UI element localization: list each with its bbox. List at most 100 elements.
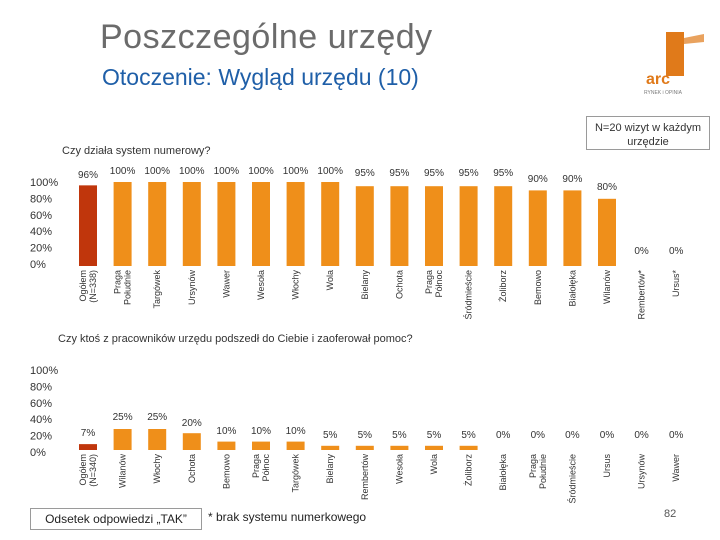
c1-category-label: Praga xyxy=(424,270,434,294)
c1-title: Czy działa system numerowy? xyxy=(62,145,211,157)
c2-ytick: 0% xyxy=(30,447,46,459)
c2-category-label: Wawer xyxy=(671,454,681,482)
c1-data-label: 100% xyxy=(110,166,136,177)
c1-category-label: Wola xyxy=(325,270,335,290)
logo-tower-icon xyxy=(666,32,684,76)
c1-category-label: Wesoła xyxy=(256,270,266,300)
c2-bar xyxy=(113,429,132,450)
c2-category-label: Śródmieście xyxy=(566,454,577,504)
c1-category-label: Włochy xyxy=(291,270,301,300)
page-number: 82 xyxy=(664,508,677,520)
page-subtitle: Otoczenie: Wygląd urzędu (10) xyxy=(102,64,419,90)
c1-data-label: 90% xyxy=(562,174,582,185)
c1-category-label: Ochota xyxy=(394,270,404,299)
c1-category-label: Praga xyxy=(113,270,123,294)
c2-bar xyxy=(390,445,409,450)
sample-note: N=20 wizyt w każdym urzędzie xyxy=(586,116,710,150)
c2-data-label: 0% xyxy=(496,430,511,441)
c1-category-label: Ursynów xyxy=(187,270,197,306)
c2-data-label: 5% xyxy=(427,430,442,441)
c1-bar xyxy=(425,186,443,266)
c2-category-label: Wola xyxy=(429,454,439,474)
c1-category-label: (N=338) xyxy=(88,270,98,303)
c1-bar xyxy=(113,182,132,266)
c1-bar xyxy=(528,190,547,266)
c1-data-label: 100% xyxy=(283,166,309,177)
c2-ytick: 20% xyxy=(30,431,52,443)
c2-category-label: Praga xyxy=(251,454,261,478)
c1-bar xyxy=(148,182,167,266)
c1-data-label: 95% xyxy=(424,168,444,179)
c1-bar xyxy=(563,190,582,266)
c2-bar xyxy=(79,444,97,450)
c2-category-label: Rembertów xyxy=(360,454,370,501)
c1-bar xyxy=(217,182,236,266)
c1-data-label: 95% xyxy=(459,168,479,179)
c1-bar xyxy=(182,182,201,266)
c1-data-label: 100% xyxy=(317,166,343,177)
c1-data-label: 96% xyxy=(78,170,98,181)
c1-data-label: 100% xyxy=(144,166,170,177)
c1-category-label: Ursus* xyxy=(671,270,681,298)
c2-category-label: (N=340) xyxy=(88,454,98,487)
c1-bar xyxy=(390,186,409,266)
c2-data-label: 10% xyxy=(216,426,236,437)
c2-bar xyxy=(425,445,443,450)
c2-category-label: Północ xyxy=(261,454,271,482)
c2-bar xyxy=(252,441,270,450)
c1-bar xyxy=(79,185,97,266)
c1-category-label: Bielany xyxy=(360,270,370,300)
c2-category-label: Żoliborz xyxy=(464,454,474,487)
c2-bar xyxy=(148,429,167,450)
c1-category-label: Bemowo xyxy=(533,270,543,305)
c1-data-label: 100% xyxy=(214,166,240,177)
c1-ytick: 0% xyxy=(30,259,46,271)
answer-share-note: Odsetek odpowiedzi „TAK” xyxy=(30,508,202,530)
c2-ytick: 100% xyxy=(30,365,58,377)
c1-category-label: Targówek xyxy=(152,270,162,309)
c2-bar xyxy=(355,445,374,450)
c2-bar xyxy=(321,445,340,450)
c2-data-label: 25% xyxy=(147,412,167,423)
c1-bar xyxy=(598,198,616,266)
c2-data-label: 25% xyxy=(113,412,133,423)
c2-bar xyxy=(217,441,236,450)
c1-category-label: Śródmieście xyxy=(463,270,474,320)
c2-data-label: 5% xyxy=(392,430,407,441)
c1-bar xyxy=(355,186,374,266)
c2-category-label: Białołęka xyxy=(498,454,508,491)
c1-data-label: 95% xyxy=(355,168,375,179)
c1-ytick: 100% xyxy=(30,177,58,189)
c2-data-label: 0% xyxy=(531,430,546,441)
c2-data-label: 0% xyxy=(669,430,684,441)
c2-category-label: Ogółem xyxy=(78,454,88,486)
c2-data-label: 10% xyxy=(251,426,271,437)
c1-data-label: 0% xyxy=(669,246,684,257)
c2-ytick: 40% xyxy=(30,414,52,426)
c1-ytick: 60% xyxy=(30,210,52,222)
c2-data-label: 7% xyxy=(81,428,96,439)
c2-data-label: 0% xyxy=(565,430,580,441)
c1-category-label: Rembertów* xyxy=(637,270,647,320)
c2-bar xyxy=(459,445,478,450)
c2-bar xyxy=(182,433,201,450)
c1-bar xyxy=(252,182,270,266)
c2-category-label: Ochota xyxy=(187,454,197,483)
page-title: Poszczególne urzędy xyxy=(100,18,433,56)
c2-data-label: 0% xyxy=(634,430,649,441)
c1-category-label: Północ xyxy=(434,270,444,298)
c1-ytick: 20% xyxy=(30,243,52,255)
c1-bar xyxy=(286,182,305,266)
c1-bar xyxy=(321,182,340,266)
c2-data-label: 20% xyxy=(182,418,202,429)
c2-title: Czy ktoś z pracowników urzędu podszedł d… xyxy=(58,333,413,345)
c2-category-label: Praga xyxy=(528,454,538,478)
c1-category-label: Wilanów xyxy=(602,270,612,305)
asterisk-note: * brak systemu numerkowego xyxy=(208,510,367,524)
c1-data-label: 100% xyxy=(248,166,274,177)
c2-category-label: Bemowo xyxy=(221,454,231,489)
c2-ytick: 60% xyxy=(30,398,52,410)
c1-data-label: 80% xyxy=(597,182,617,193)
logo-tagline: RYNEK i OPINIA xyxy=(644,90,683,96)
c2-data-label: 10% xyxy=(286,426,306,437)
